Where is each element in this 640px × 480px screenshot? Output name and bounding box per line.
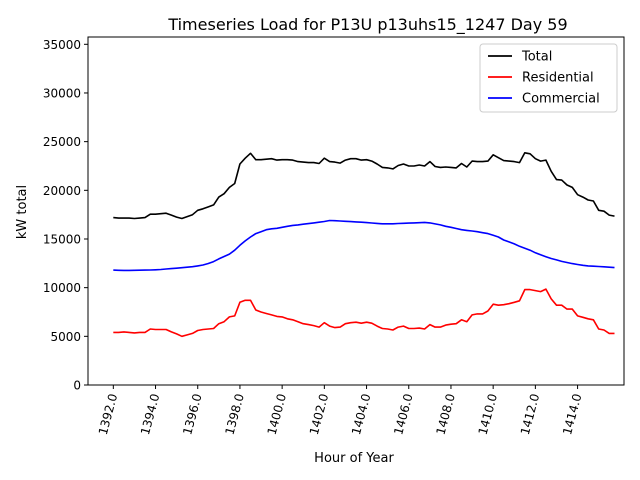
series-layer xyxy=(113,152,615,338)
plot-frame xyxy=(87,36,625,386)
x-axis: 1392.0 1394.0 1396.0 1398.0 1400.0 1402.0 1404… xyxy=(96,385,584,436)
series-line-residential xyxy=(113,288,615,338)
plot-area xyxy=(87,36,625,386)
legend-box xyxy=(479,43,618,113)
legend-label-commercial: Commercial xyxy=(522,92,600,107)
legend: Total Residential Commercial xyxy=(479,43,618,113)
series-line-total xyxy=(113,152,615,220)
y-tick-label: 5000 xyxy=(50,330,81,344)
series-line-commercial xyxy=(113,219,615,272)
y-axis: 0 5000 10000 15000 20000 25000 30000 35000 xyxy=(43,38,88,393)
y-tick-label: 0 xyxy=(73,379,81,393)
legend-label-residential: Residential xyxy=(522,71,594,86)
x-tick-label: 1392.0 xyxy=(96,392,120,436)
x-tick-label: 1398.0 xyxy=(222,392,246,436)
y-axis-label: kW total xyxy=(15,185,30,239)
x-tick-label: 1410.0 xyxy=(476,392,500,436)
x-tick-label: 1414.0 xyxy=(560,392,584,436)
x-tick-label: 1406.0 xyxy=(391,392,415,436)
x-tick-label: 1402.0 xyxy=(307,392,331,436)
x-tick-label: 1404.0 xyxy=(349,392,373,436)
x-tick-label: 1400.0 xyxy=(265,392,289,436)
y-tick-label: 10000 xyxy=(43,281,81,295)
y-tick-label: 20000 xyxy=(43,184,81,198)
x-axis-label: Hour of Year xyxy=(314,451,394,466)
x-tick-label: 1408.0 xyxy=(433,392,457,436)
legend-label-total: Total xyxy=(521,50,552,65)
y-tick-label: 15000 xyxy=(43,232,81,246)
x-tick-label: 1396.0 xyxy=(180,392,204,436)
y-tick-label: 30000 xyxy=(43,86,81,100)
y-tick-label: 25000 xyxy=(43,135,81,149)
y-tick-label: 35000 xyxy=(43,38,81,52)
chart-title: Timeseries Load for P13U p13uhs15_1247 D… xyxy=(167,15,567,35)
x-tick-label: 1394.0 xyxy=(138,392,162,436)
x-tick-label: 1412.0 xyxy=(518,392,542,436)
